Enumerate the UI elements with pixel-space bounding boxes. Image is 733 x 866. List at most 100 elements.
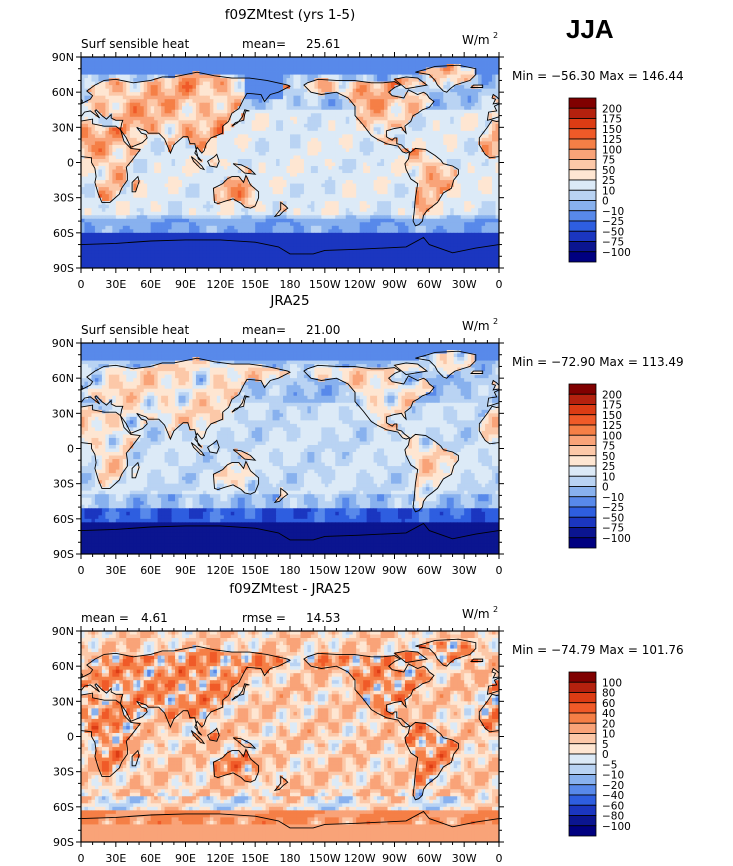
heatmap-cell [303, 127, 308, 132]
heatmap-cell [387, 74, 392, 79]
heatmap-cell [422, 57, 427, 61]
heatmap-cell [122, 201, 127, 206]
heatmap-cell [168, 120, 172, 125]
heatmap-cell [401, 57, 406, 61]
heatmap-cell [185, 92, 190, 97]
heatmap-cell [255, 120, 260, 125]
heatmap-cell [182, 113, 186, 118]
heatmap-cell [404, 92, 409, 97]
heatmap-cell [265, 81, 270, 86]
heatmap-cell [168, 78, 172, 83]
heatmap-cell [349, 183, 354, 188]
heatmap-cell [317, 81, 322, 86]
heatmap-cell [331, 190, 336, 195]
heatmap-cell [276, 113, 280, 118]
heatmap-cell [178, 67, 183, 72]
heatmap-cell [471, 88, 476, 93]
heatmap-cell [108, 162, 113, 167]
heatmap-cell [279, 57, 284, 61]
heatmap-cell [467, 106, 472, 111]
heatmap-cell [185, 67, 190, 72]
heatmap-cell [81, 85, 85, 90]
heatmap-cell [216, 102, 221, 107]
heatmap-cell [140, 109, 145, 114]
heatmap-cell [317, 197, 322, 202]
heatmap-cell [300, 81, 305, 86]
heatmap-cell [321, 187, 326, 192]
heatmap-cell [397, 151, 402, 156]
heatmap-cell [171, 148, 176, 153]
heatmap-cell [453, 155, 458, 160]
heatmap-cell [349, 180, 354, 184]
heatmap-cell [150, 127, 155, 132]
heatmap-cell [359, 190, 364, 195]
heatmap-cell [460, 148, 465, 153]
heatmap-cell [161, 201, 165, 206]
heatmap-cell [404, 130, 409, 135]
heatmap-cell [202, 106, 207, 111]
heatmap-cell [220, 106, 225, 111]
heatmap-cell [84, 144, 89, 149]
heatmap-cell [269, 113, 273, 118]
heatmap-cell [296, 197, 301, 202]
heatmap-cell [485, 197, 489, 202]
heatmap-cell [122, 155, 127, 160]
heatmap-cell [223, 57, 228, 61]
heatmap-cell [248, 71, 253, 75]
heatmap-cell [251, 158, 256, 163]
heatmap-cell [147, 57, 152, 61]
heatmap-cell [446, 141, 451, 146]
heatmap-cell [366, 180, 371, 184]
heatmap-cell [195, 67, 200, 72]
heatmap-cell [185, 81, 190, 86]
heatmap-cell [255, 81, 260, 86]
heatmap-cell [352, 88, 357, 93]
heatmap-cell [269, 130, 273, 135]
heatmap-cell [122, 130, 127, 135]
heatmap-cell [220, 116, 225, 121]
heatmap-cell [255, 67, 260, 72]
heatmap-cell [310, 194, 315, 199]
heatmap-cell [105, 120, 110, 125]
heatmap-cell [387, 95, 392, 100]
heatmap-cell [481, 78, 486, 83]
heatmap-cell [84, 148, 89, 153]
heatmap-cell [175, 85, 179, 90]
heatmap-cell [223, 123, 228, 128]
heatmap-cell [387, 85, 392, 90]
heatmap-cell [143, 173, 148, 177]
heatmap-cell [206, 127, 211, 132]
heatmap-cell [258, 144, 263, 149]
heatmap-cell [293, 190, 298, 195]
heatmap-cell [87, 130, 92, 135]
heatmap-cell [478, 166, 482, 170]
heatmap-cell [404, 144, 409, 149]
heatmap-cell [418, 85, 423, 90]
heatmap-cell [415, 95, 420, 100]
heatmap-cell [310, 127, 315, 132]
heatmap-cell [220, 197, 225, 202]
heatmap-cell [258, 71, 263, 75]
heatmap-cell [307, 148, 312, 153]
heatmap-cell [136, 88, 141, 93]
heatmap-cell [216, 155, 221, 160]
heatmap-cell [352, 71, 357, 75]
heatmap-cell [168, 158, 172, 163]
heatmap-cell [290, 169, 294, 174]
heatmap-cell [296, 201, 301, 206]
heatmap-cell [328, 166, 333, 170]
heatmap-cell [258, 67, 263, 72]
heatmap-cell [460, 158, 465, 163]
heatmap-cell [321, 148, 326, 153]
heatmap-cell [147, 197, 152, 202]
heatmap-cell [265, 67, 270, 72]
heatmap-cell [171, 113, 176, 118]
heatmap-cell [272, 169, 277, 174]
heatmap-cell [112, 141, 117, 146]
heatmap-cell [241, 144, 246, 149]
heatmap-cell [143, 67, 148, 72]
heatmap-cell [418, 176, 423, 181]
heatmap-cell [192, 180, 197, 184]
heatmap-cell [293, 169, 298, 174]
heatmap-cell [300, 201, 305, 206]
